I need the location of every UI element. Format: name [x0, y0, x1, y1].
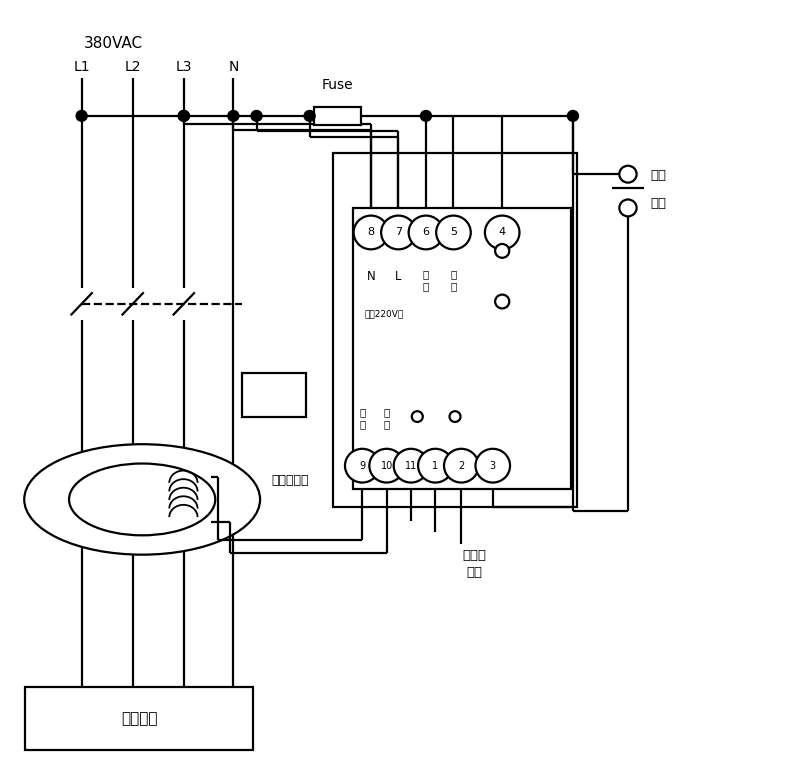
Circle shape — [370, 449, 404, 483]
Circle shape — [409, 216, 443, 249]
Text: 用户设备: 用户设备 — [121, 711, 158, 726]
Text: 试
验: 试 验 — [450, 269, 457, 291]
Text: KM: KM — [262, 387, 286, 402]
Circle shape — [418, 449, 453, 483]
Ellipse shape — [69, 464, 215, 535]
Bar — [25, 687, 253, 751]
Circle shape — [76, 110, 87, 121]
Text: 电源220V～: 电源220V～ — [365, 309, 404, 319]
Circle shape — [381, 216, 416, 249]
Circle shape — [251, 110, 262, 121]
Text: 接声光
报警: 接声光 报警 — [462, 549, 486, 579]
Circle shape — [567, 110, 578, 121]
Text: 自锁: 自锁 — [650, 169, 666, 182]
Text: L: L — [395, 270, 402, 284]
Text: 4: 4 — [498, 227, 506, 237]
Text: 2: 2 — [458, 461, 465, 471]
Circle shape — [412, 412, 422, 422]
Circle shape — [619, 166, 637, 183]
Circle shape — [619, 199, 637, 216]
Circle shape — [495, 244, 510, 258]
Text: 开关: 开关 — [650, 197, 666, 210]
Circle shape — [178, 110, 190, 121]
Text: L1: L1 — [74, 60, 90, 73]
Ellipse shape — [24, 444, 260, 555]
Text: 信
号: 信 号 — [383, 408, 390, 429]
Circle shape — [444, 449, 478, 483]
Text: 9: 9 — [359, 461, 366, 471]
Text: 零序互感器: 零序互感器 — [272, 474, 310, 487]
Circle shape — [228, 110, 239, 121]
Circle shape — [178, 110, 190, 121]
Circle shape — [421, 110, 431, 121]
Text: 1: 1 — [432, 461, 438, 471]
Text: 8: 8 — [367, 227, 374, 237]
Circle shape — [345, 449, 379, 483]
Circle shape — [304, 110, 315, 121]
Bar — [333, 153, 577, 507]
Text: 11: 11 — [405, 461, 417, 471]
Circle shape — [450, 412, 461, 422]
Bar — [242, 373, 306, 417]
Text: 10: 10 — [381, 461, 393, 471]
Circle shape — [495, 294, 510, 308]
Circle shape — [475, 449, 510, 483]
Text: 5: 5 — [450, 227, 457, 237]
Text: 380VAC: 380VAC — [83, 36, 142, 52]
Text: N: N — [228, 60, 238, 73]
Text: 6: 6 — [422, 227, 430, 237]
Text: N: N — [366, 270, 375, 284]
Circle shape — [485, 216, 519, 249]
Bar — [314, 107, 361, 125]
Text: 3: 3 — [490, 461, 496, 471]
Bar — [353, 208, 571, 489]
Text: 信
号: 信 号 — [359, 408, 366, 429]
Circle shape — [436, 216, 470, 249]
Text: Fuse: Fuse — [322, 78, 353, 92]
Text: 试
验: 试 验 — [423, 269, 429, 291]
Text: L2: L2 — [125, 60, 141, 73]
Text: L3: L3 — [175, 60, 192, 73]
Circle shape — [394, 449, 428, 483]
Text: 7: 7 — [395, 227, 402, 237]
Circle shape — [354, 216, 388, 249]
